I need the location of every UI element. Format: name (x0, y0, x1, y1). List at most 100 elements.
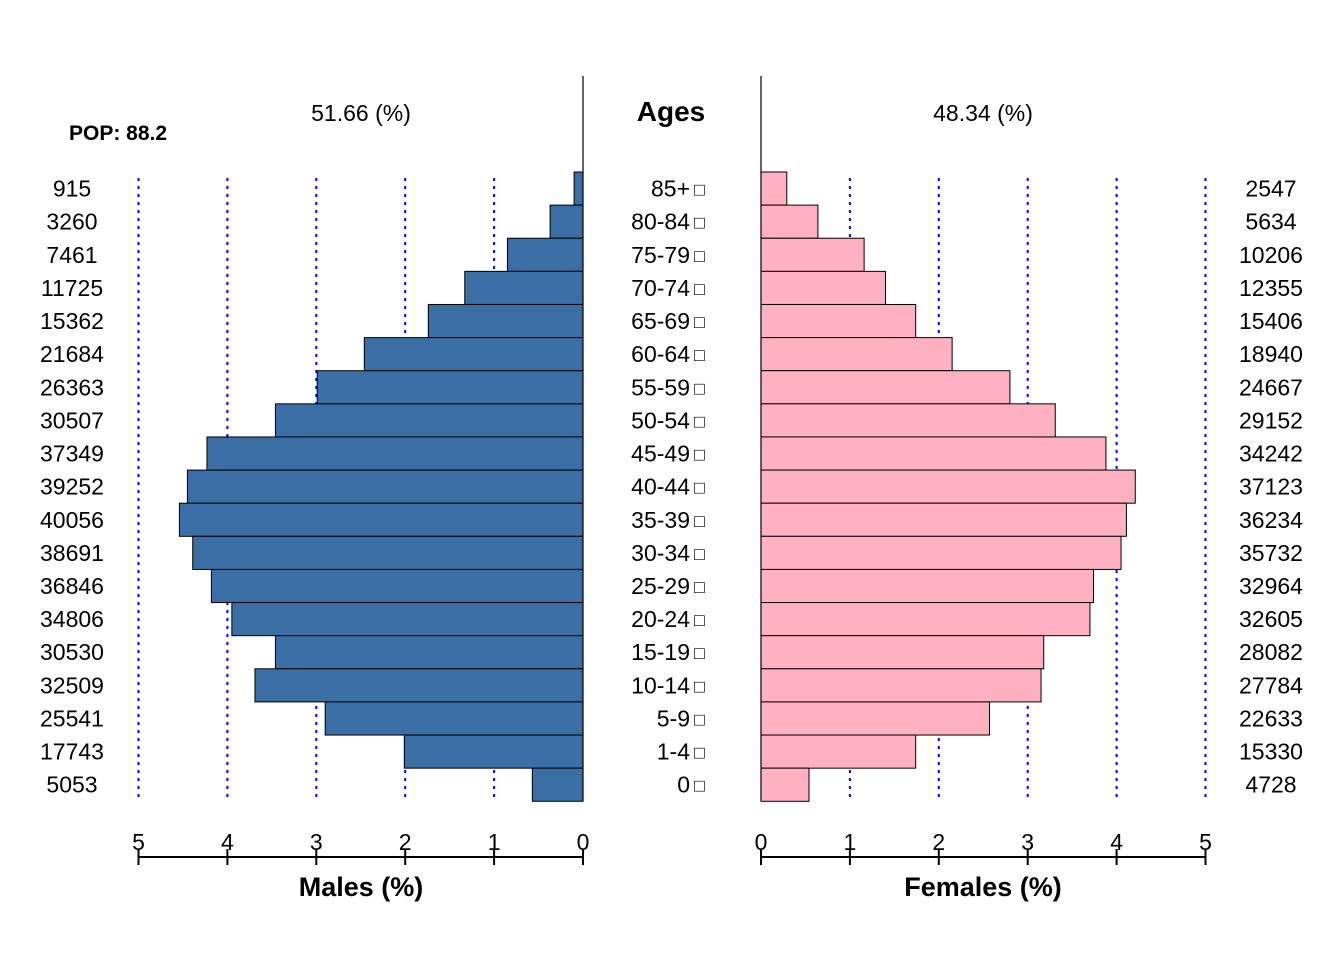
females-tick-label: 5 (1199, 829, 1212, 855)
male-count-label: 11725 (41, 275, 103, 301)
age-marker-icon: □ (694, 213, 705, 233)
age-group-label: 25-29 (631, 573, 690, 599)
age-group-label: 60-64 (631, 341, 690, 367)
male-bar (531, 767, 584, 802)
age-group-label: 5-9 (657, 705, 690, 731)
age-marker-icon: □ (694, 577, 705, 597)
male-count-label: 17743 (40, 739, 104, 765)
males-tick-label: 4 (221, 829, 234, 855)
female-bar (760, 370, 1011, 405)
female-count-label: 27784 (1239, 672, 1303, 698)
male-count-label: 30507 (40, 407, 104, 433)
male-count-label: 34806 (40, 606, 104, 632)
male-count-label: 40056 (40, 507, 104, 533)
female-count-label: 10206 (1239, 242, 1303, 268)
male-bar (427, 303, 584, 339)
male-bar (192, 535, 584, 570)
females-percent-header: 48.34 (%) (933, 100, 1033, 126)
age-group-label: 55-59 (631, 374, 690, 400)
female-bar (760, 237, 865, 272)
male-count-label: 25541 (40, 705, 104, 731)
age-group-label: 30-34 (631, 540, 690, 566)
male-count-label: 7461 (46, 242, 97, 268)
female-count-label: 35732 (1239, 540, 1303, 566)
female-bar (760, 502, 1127, 537)
age-marker-icon: □ (694, 776, 705, 796)
males-tick-label: 2 (399, 829, 412, 855)
male-bar (186, 469, 584, 504)
male-count-label: 30530 (40, 639, 104, 665)
male-bar (231, 602, 584, 637)
age-group-label: 10-14 (631, 672, 690, 698)
female-bar (760, 270, 886, 305)
age-group-label: 1-4 (657, 739, 690, 765)
age-marker-icon: □ (694, 709, 705, 729)
age-marker-icon: □ (694, 180, 705, 200)
female-count-label: 5634 (1245, 209, 1296, 235)
male-count-label: 36846 (40, 573, 104, 599)
male-count-label: 26363 (40, 374, 104, 400)
age-group-label: 70-74 (631, 275, 690, 301)
male-bar (206, 436, 584, 471)
male-bar (316, 370, 584, 405)
age-group-label: 65-69 (631, 308, 690, 334)
female-count-label: 28082 (1239, 639, 1303, 665)
age-group-label: 45-49 (631, 441, 690, 467)
age-marker-icon: □ (694, 511, 705, 531)
female-count-label: 15406 (1239, 308, 1303, 334)
female-count-label: 4728 (1245, 772, 1296, 798)
female-bar (760, 171, 788, 206)
females-tick-label: 4 (1110, 829, 1123, 855)
male-count-label: 32509 (40, 672, 104, 698)
male-bar (573, 171, 584, 206)
age-group-label: 75-79 (631, 242, 690, 268)
male-bar (274, 635, 584, 670)
pop-label: POP: 88.2 (69, 122, 167, 145)
male-count-label: 39252 (40, 474, 104, 500)
female-count-label: 24667 (1239, 374, 1303, 400)
females-tick-label: 3 (1021, 829, 1034, 855)
female-bar (760, 436, 1107, 471)
male-bar (549, 204, 584, 239)
females-tick-label: 0 (755, 829, 768, 855)
female-count-label: 32964 (1239, 573, 1303, 599)
male-bar (254, 668, 584, 703)
male-bar (324, 701, 584, 736)
female-bar (760, 602, 1091, 637)
age-marker-icon: □ (694, 544, 705, 564)
age-group-label: 15-19 (631, 639, 690, 665)
male-count-label: 15362 (40, 308, 104, 334)
males-tick-label: 0 (577, 829, 590, 855)
age-group-label: 50-54 (631, 407, 690, 433)
males-axis-title: Males (%) (299, 872, 424, 902)
female-count-label: 29152 (1239, 407, 1303, 433)
age-marker-icon: □ (694, 246, 705, 266)
age-marker-icon: □ (694, 378, 705, 398)
female-count-label: 34242 (1239, 441, 1303, 467)
female-bar (760, 403, 1056, 438)
females-tick-label: 2 (932, 829, 945, 855)
male-bar (363, 337, 584, 372)
female-bar (760, 204, 819, 239)
female-count-label: 2547 (1245, 176, 1296, 202)
age-group-label: 0 (677, 772, 690, 798)
age-marker-icon: □ (694, 478, 705, 498)
age-group-label: 35-39 (631, 507, 690, 533)
age-marker-icon: □ (694, 610, 705, 630)
age-marker-icon: □ (694, 743, 705, 763)
age-marker-icon: □ (694, 411, 705, 431)
age-group-label: 85+ (651, 176, 690, 202)
female-bar (760, 734, 917, 769)
male-count-label: 5053 (46, 772, 97, 798)
age-marker-icon: □ (694, 643, 705, 663)
female-bar (760, 535, 1122, 570)
female-count-label: 15330 (1239, 739, 1303, 765)
male-bar (210, 568, 584, 604)
female-bar (760, 337, 953, 372)
age-marker-icon: □ (694, 676, 705, 696)
female-bar (760, 469, 1136, 504)
male-bar (506, 237, 584, 272)
male-count-label: 915 (53, 176, 91, 202)
female-count-label: 12355 (1239, 275, 1303, 301)
